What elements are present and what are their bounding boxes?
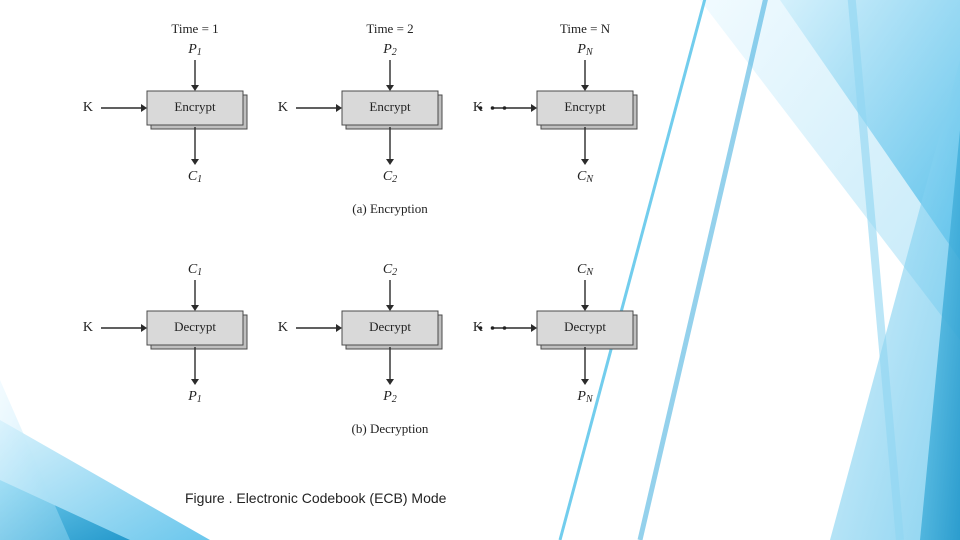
figure-caption: Figure . Electronic Codebook (ECB) Mode — [185, 490, 446, 506]
svg-text:Encrypt: Encrypt — [174, 99, 216, 114]
svg-text:K: K — [278, 100, 288, 115]
svg-text:P2: P2 — [382, 389, 397, 405]
svg-text:P1: P1 — [187, 389, 202, 405]
ecb-diagram: Time = 1 P1 Encrypt K C1 Time = 2 P2 Encrypt K C2… — [0, 0, 960, 540]
svg-text:Encrypt: Encrypt — [369, 99, 411, 114]
svg-text:K: K — [278, 320, 288, 335]
svg-text:C2: C2 — [383, 262, 397, 278]
svg-text:Time = 2: Time = 2 — [366, 21, 413, 36]
svg-text:Decrypt: Decrypt — [369, 319, 411, 334]
svg-text:P1: P1 — [187, 42, 202, 58]
svg-text:Time = N: Time = N — [560, 21, 611, 36]
svg-text:(b) Decryption: (b) Decryption — [352, 421, 429, 436]
svg-text:PN: PN — [576, 42, 594, 58]
svg-text:C2: C2 — [383, 169, 397, 185]
svg-text:Decrypt: Decrypt — [564, 319, 606, 334]
svg-text:Time = 1: Time = 1 — [171, 21, 218, 36]
svg-text:C1: C1 — [188, 262, 202, 278]
svg-text:C1: C1 — [188, 169, 202, 185]
svg-text:Encrypt: Encrypt — [564, 99, 606, 114]
svg-text:P2: P2 — [382, 42, 397, 58]
svg-text:CN: CN — [577, 262, 594, 278]
svg-text:K: K — [83, 100, 93, 115]
svg-text:K: K — [83, 320, 93, 335]
svg-text:Decrypt: Decrypt — [174, 319, 216, 334]
svg-text:(a) Encryption: (a) Encryption — [352, 201, 428, 216]
svg-text:PN: PN — [576, 389, 594, 405]
svg-text:CN: CN — [577, 169, 594, 185]
